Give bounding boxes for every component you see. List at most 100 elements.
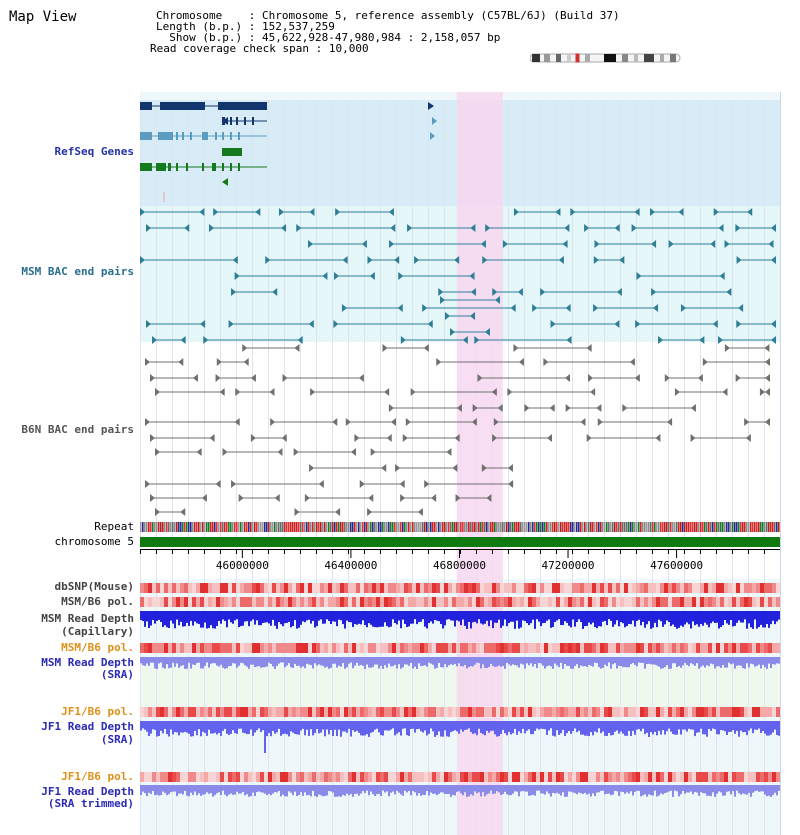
msm-pair[interactable] [367, 256, 400, 264]
msm-pair[interactable] [532, 304, 571, 312]
b6n-pair[interactable] [145, 358, 184, 366]
b6n-pair[interactable] [402, 434, 460, 442]
msm-pair[interactable] [208, 224, 287, 232]
b6n-pair[interactable] [145, 418, 240, 426]
msm-pair[interactable] [334, 272, 375, 280]
label-msm-b6-pol-1[interactable]: MSM/B6 pol. [61, 595, 134, 608]
gene-6-arrow[interactable] [430, 132, 435, 140]
b6n-pair[interactable] [410, 388, 497, 396]
b6n-pair[interactable] [282, 374, 364, 382]
b6n-pair[interactable] [145, 480, 221, 488]
b6n-pair[interactable] [405, 418, 477, 426]
msm-pair[interactable] [736, 256, 776, 264]
msm-pair[interactable] [482, 256, 564, 264]
msm-depth-sra[interactable] [140, 657, 780, 669]
jf1-b6-pol-heat-2[interactable] [140, 772, 780, 782]
b6n-pair[interactable] [543, 358, 635, 366]
msm-pair[interactable] [713, 208, 753, 216]
b6n-pair[interactable] [150, 374, 198, 382]
label-jf1-read-depth-sra[interactable]: JF1 Read Depth [41, 720, 134, 733]
msm-pair[interactable] [341, 304, 403, 312]
b6n-pair[interactable] [472, 404, 503, 412]
label-repeat[interactable]: Repeat [94, 520, 134, 533]
msm-pair[interactable] [308, 240, 367, 248]
msm-pair[interactable] [203, 336, 303, 344]
msm-pair[interactable] [485, 224, 570, 232]
msm-pair[interactable] [502, 240, 568, 248]
repeat-track[interactable] [140, 522, 780, 532]
msm-b6-pol-heat-2[interactable] [140, 643, 780, 653]
label-msm-b6-pol-2[interactable]: MSM/B6 pol. [61, 641, 134, 654]
label-msm-read-depth-sra[interactable]: MSM Read Depth [41, 656, 134, 669]
b6n-pair[interactable] [150, 434, 215, 442]
msm-pair[interactable] [681, 304, 744, 312]
b6n-pair[interactable] [155, 448, 202, 456]
polymorphism-heat-tracks[interactable] [140, 583, 780, 782]
b6n-pair[interactable] [400, 494, 437, 502]
label-jf1-read-depth-trimmed[interactable]: JF1 Read Depth [41, 785, 134, 798]
msm-pair[interactable] [668, 240, 716, 248]
b6n-pair[interactable] [524, 404, 555, 412]
msm-pair[interactable] [658, 336, 705, 344]
b6n-pair[interactable] [597, 418, 673, 426]
b6n-pair[interactable] [370, 448, 452, 456]
msm-pair[interactable] [594, 240, 657, 248]
b6n-pair[interactable] [674, 388, 728, 396]
b6n-pair[interactable] [242, 344, 300, 352]
msm-pair[interactable] [265, 256, 348, 264]
b6n-pair[interactable] [507, 388, 596, 396]
b6n-pair[interactable] [622, 404, 696, 412]
b6n-pair[interactable] [587, 374, 640, 382]
chromosome-ideogram[interactable] [530, 53, 682, 63]
b6n-pair[interactable] [436, 358, 524, 366]
msm-pair[interactable] [278, 208, 315, 216]
msm-pair[interactable] [140, 208, 205, 216]
b6n-pair[interactable] [310, 388, 390, 396]
msm-pair[interactable] [234, 272, 328, 280]
gene-8[interactable] [140, 163, 267, 171]
b6n-pair[interactable] [690, 434, 751, 442]
read-depth-tracks[interactable] [140, 611, 780, 797]
msm-pair[interactable] [422, 304, 516, 312]
b6n-pair[interactable] [250, 434, 287, 442]
b6n-pair[interactable] [231, 480, 324, 488]
b6n-pair[interactable] [354, 434, 392, 442]
msm-pair[interactable] [389, 240, 486, 248]
b6n-pair[interactable] [735, 374, 770, 382]
msm-pair[interactable] [651, 288, 732, 296]
msm-pair[interactable] [570, 208, 640, 216]
msm-b6-pol-heat-1[interactable] [140, 597, 780, 607]
msm-pair[interactable] [540, 288, 622, 296]
b6n-pair[interactable] [388, 404, 462, 412]
b6n-pair[interactable] [493, 418, 586, 426]
gene-4-arrow[interactable] [432, 117, 437, 125]
msm-pair[interactable] [140, 256, 238, 264]
b6n-pair[interactable] [270, 418, 338, 426]
b6n-pair[interactable] [744, 418, 770, 426]
gene-7[interactable] [222, 148, 242, 156]
msm-pair[interactable] [146, 320, 206, 328]
msm-pair[interactable] [445, 312, 475, 320]
msm-pair[interactable] [152, 336, 186, 344]
b6n-pair[interactable] [586, 434, 661, 442]
msm-pair[interactable] [593, 256, 625, 264]
msm-pair[interactable] [736, 320, 776, 328]
b6n-pair[interactable] [150, 494, 207, 502]
b6n-pair[interactable] [424, 480, 514, 488]
msm-pair[interactable] [450, 328, 490, 336]
b6n-pair[interactable] [155, 388, 225, 396]
b6n-pair[interactable] [382, 344, 429, 352]
msm-pair[interactable] [400, 336, 468, 344]
b6n-pair[interactable] [345, 418, 396, 426]
b6n-pair[interactable] [565, 404, 602, 412]
b6n-pair[interactable] [664, 374, 703, 382]
b6n-pair[interactable] [294, 508, 341, 516]
b6n-pair[interactable] [238, 494, 280, 502]
genome-track-view[interactable]: 46000000 46400000 46800000 47200000 47600000 [140, 92, 780, 835]
msm-pair[interactable] [398, 272, 475, 280]
b6n-pair[interactable] [395, 464, 458, 472]
label-refseq-genes[interactable]: RefSeq Genes [54, 145, 134, 158]
msm-pair[interactable] [593, 304, 659, 312]
msm-pair[interactable] [635, 320, 718, 328]
dbsnp-heat[interactable] [140, 583, 780, 593]
